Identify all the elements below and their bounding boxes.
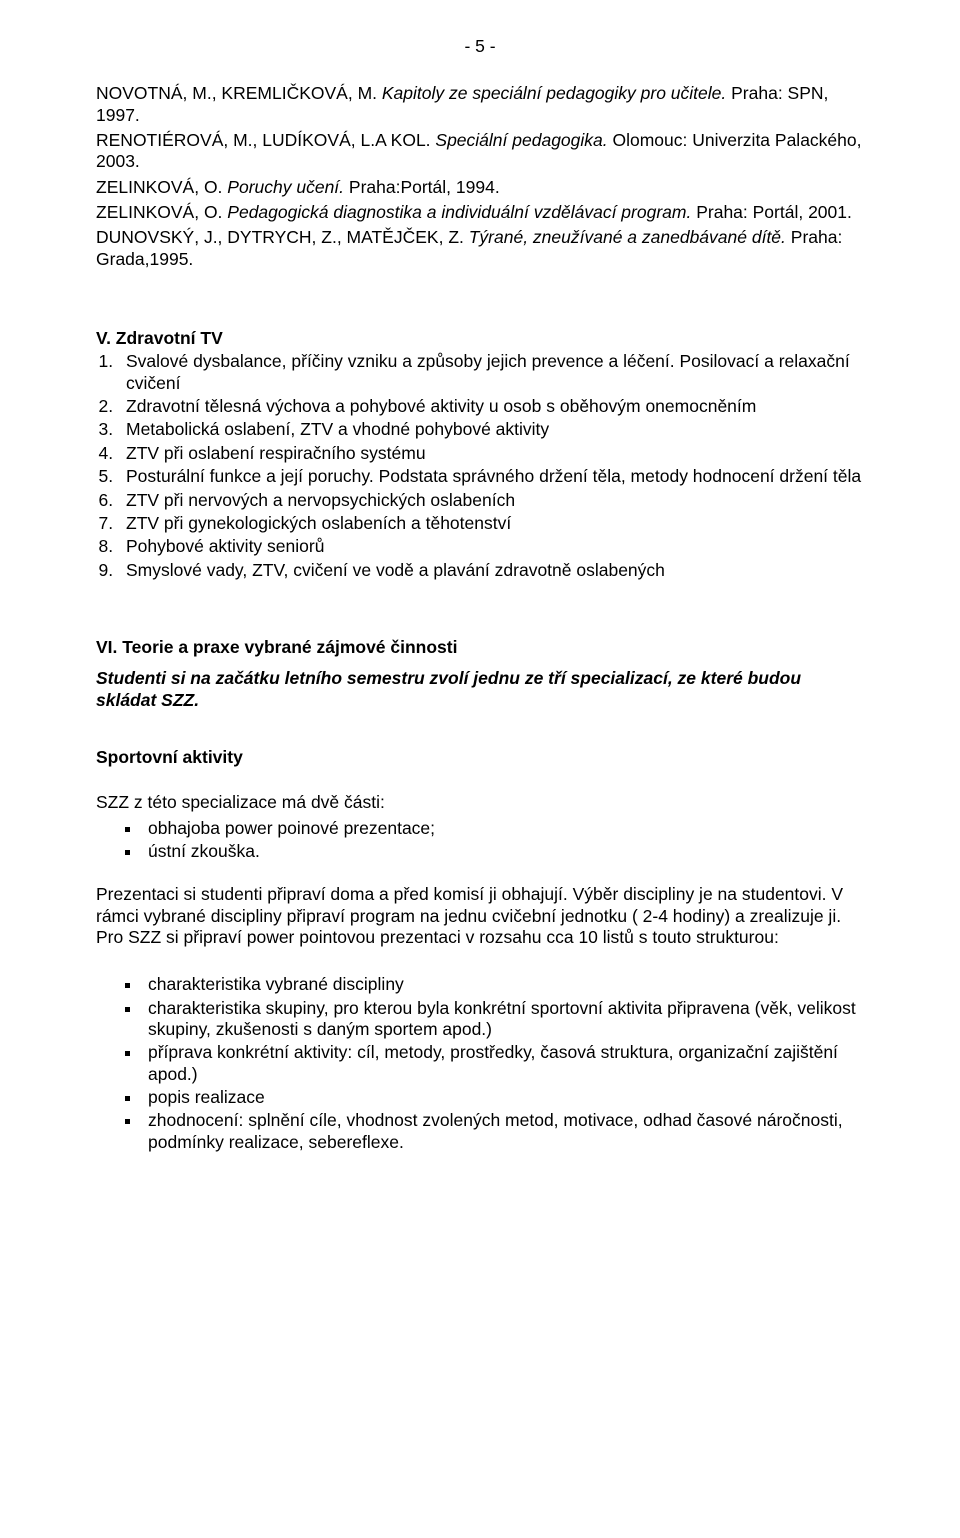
list-item: Pohybové aktivity seniorů xyxy=(118,536,864,557)
reference-entry: ZELINKOVÁ, O. Poruchy učení. Praha:Portá… xyxy=(96,177,864,198)
ref-authors: DUNOVSKÝ, J., DYTRYCH, Z., MATĚJČEK, Z. xyxy=(96,227,469,247)
list-item: charakteristika vybrané discipliny xyxy=(142,974,864,995)
spacer xyxy=(96,274,864,306)
ref-title: Speciální pedagogika. xyxy=(435,130,607,150)
section-vi-intro: Studenti si na začátku letního semestru … xyxy=(96,668,864,711)
list-item: ZTV při oslabení respiračního systému xyxy=(118,443,864,464)
list-item: příprava konkrétní aktivity: cíl, metody… xyxy=(142,1042,864,1085)
section-v-heading: V. Zdravotní TV xyxy=(96,328,864,349)
ref-title: Kapitoly ze speciální pedagogiky pro uči… xyxy=(382,83,726,103)
paragraph: Prezentaci si studenti připraví doma a p… xyxy=(96,884,864,948)
ref-title: Poruchy učení. xyxy=(227,177,344,197)
reference-entry: NOVOTNÁ, M., KREMLIČKOVÁ, M. Kapitoly ze… xyxy=(96,83,864,126)
reference-entry: ZELINKOVÁ, O. Pedagogická diagnostika a … xyxy=(96,202,864,223)
paragraph: SZZ z této specializace má dvě části: xyxy=(96,792,864,813)
structure-list: charakteristika vybrané discipliny chara… xyxy=(96,974,864,1153)
list-item: Metabolická oslabení, ZTV a vhodné pohyb… xyxy=(118,419,864,440)
spacer xyxy=(96,772,864,792)
list-item: Svalové dysbalance, příčiny vzniku a způ… xyxy=(118,351,864,394)
ref-authors: RENOTIÉROVÁ, M., LUDÍKOVÁ, L.A KOL. xyxy=(96,130,435,150)
spacer xyxy=(96,660,864,668)
list-item: ústní zkouška. xyxy=(142,841,864,862)
spacer xyxy=(96,952,864,972)
page-number: - 5 - xyxy=(96,36,864,57)
list-item: Zdravotní tělesná výchova a pohybové akt… xyxy=(118,396,864,417)
ref-title: Týrané, zneužívané a zanedbávané dítě. xyxy=(469,227,786,247)
ref-title: Pedagogická diagnostika a individuální v… xyxy=(227,202,691,222)
list-item: charakteristika skupiny, pro kterou byla… xyxy=(142,998,864,1041)
parts-list: obhajoba power poinové prezentace; ústní… xyxy=(96,818,864,863)
ref-pub: Praha:Portál, 1994. xyxy=(344,177,500,197)
reference-entry: DUNOVSKÝ, J., DYTRYCH, Z., MATĚJČEK, Z. … xyxy=(96,227,864,270)
spacer xyxy=(96,864,864,884)
spacer xyxy=(96,715,864,747)
section-vi-heading: VI. Teorie a praxe vybrané zájmové činno… xyxy=(96,637,864,658)
list-item: Posturální funkce a její poruchy. Podsta… xyxy=(118,466,864,487)
list-item: obhajoba power poinové prezentace; xyxy=(142,818,864,839)
list-item: ZTV při gynekologických oslabeních a těh… xyxy=(118,513,864,534)
reference-entry: RENOTIÉROVÁ, M., LUDÍKOVÁ, L.A KOL. Spec… xyxy=(96,130,864,173)
ref-authors: NOVOTNÁ, M., KREMLIČKOVÁ, M. xyxy=(96,83,382,103)
ref-authors: ZELINKOVÁ, O. xyxy=(96,202,227,222)
list-item: Smyslové vady, ZTV, cvičení ve vodě a pl… xyxy=(118,560,864,581)
document-page: - 5 - NOVOTNÁ, M., KREMLIČKOVÁ, M. Kapit… xyxy=(0,0,960,1538)
spacer xyxy=(96,583,864,615)
list-item: zhodnocení: splnění cíle, vhodnost zvole… xyxy=(142,1110,864,1153)
subsection-heading: Sportovní aktivity xyxy=(96,747,864,768)
list-item: ZTV při nervových a nervopsychických osl… xyxy=(118,490,864,511)
ref-pub: Praha: Portál, 2001. xyxy=(691,202,852,222)
ref-authors: ZELINKOVÁ, O. xyxy=(96,177,227,197)
list-item: popis realizace xyxy=(142,1087,864,1108)
section-v-list: Svalové dysbalance, příčiny vzniku a způ… xyxy=(96,351,864,580)
